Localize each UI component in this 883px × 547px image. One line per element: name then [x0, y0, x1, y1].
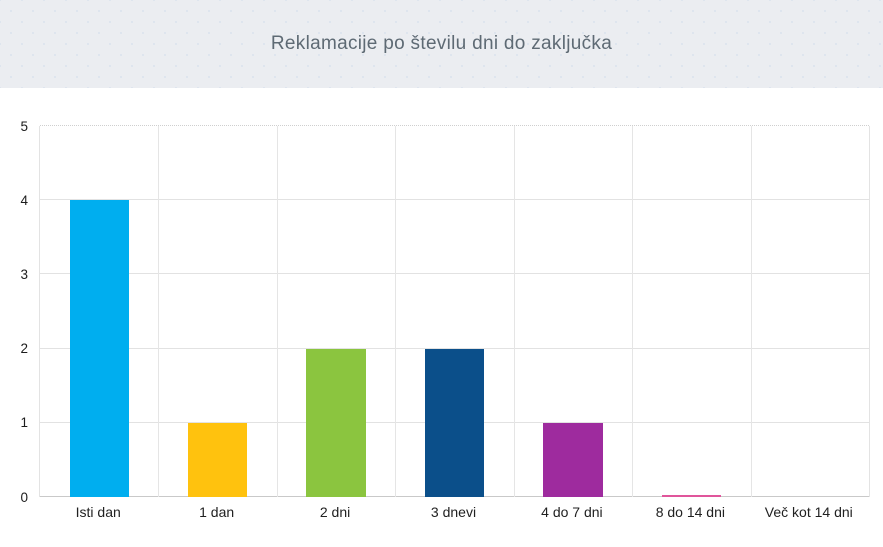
y-axis-tick-label: 2: [20, 340, 28, 356]
bar-4-do-7-dni[interactable]: [543, 422, 603, 497]
bar-2-dni[interactable]: [306, 348, 366, 497]
x-axis: Isti dan 1 dan 2 dni 3 dnevi 4 do 7 dni 8 do …: [39, 504, 868, 528]
x-axis-category-label: 3 dnevi: [430, 504, 477, 520]
y-axis: 0 1 2 3 4 5: [0, 119, 30, 503]
x-axis-category-label: Več kot 14 dni: [764, 504, 853, 520]
chart-header: Reklamacije po številu dni do zaključka: [0, 0, 883, 88]
gridline-horizontal: [40, 199, 869, 201]
bar-8-do-14-dni[interactable]: [661, 495, 721, 497]
x-axis-category-label: 1 dan: [199, 504, 235, 520]
x-axis-category-label: Isti dan: [75, 504, 121, 520]
y-axis-tick-label: 3: [20, 266, 28, 282]
y-axis-tick-label: 5: [20, 118, 28, 134]
plot-area: [39, 125, 870, 497]
x-axis-category-label: 4 do 7 dni: [541, 504, 603, 520]
y-axis-tick-label: 1: [20, 415, 28, 431]
chart-title: Reklamacije po številu dni do zaključka: [270, 33, 613, 54]
bar-isti-dan[interactable]: [69, 200, 129, 497]
gridline-vertical: [750, 126, 752, 497]
gridline-horizontal: [40, 347, 869, 349]
x-axis-category-label: 8 do 14 dni: [655, 504, 725, 520]
x-axis-category-label: 2 dni: [319, 504, 351, 520]
gridline-vertical: [632, 126, 634, 497]
y-axis-tick-label: 0: [20, 489, 28, 505]
gridline-vertical: [158, 126, 160, 497]
bar-1-dan[interactable]: [188, 422, 248, 497]
y-axis-tick-label: 4: [20, 192, 28, 208]
bar-3-dnevi[interactable]: [424, 348, 485, 497]
gridline-vertical: [276, 126, 278, 497]
bar-chart: 0 1 2 3 4 5 Isti dan 1 dan 2 dni 3 dnevi 4 do 7 d…: [0, 88, 883, 547]
gridline-horizontal: [40, 273, 869, 275]
gridline-vertical: [395, 126, 397, 497]
gridline-vertical: [513, 126, 515, 497]
gridline-horizontal: [40, 125, 869, 126]
